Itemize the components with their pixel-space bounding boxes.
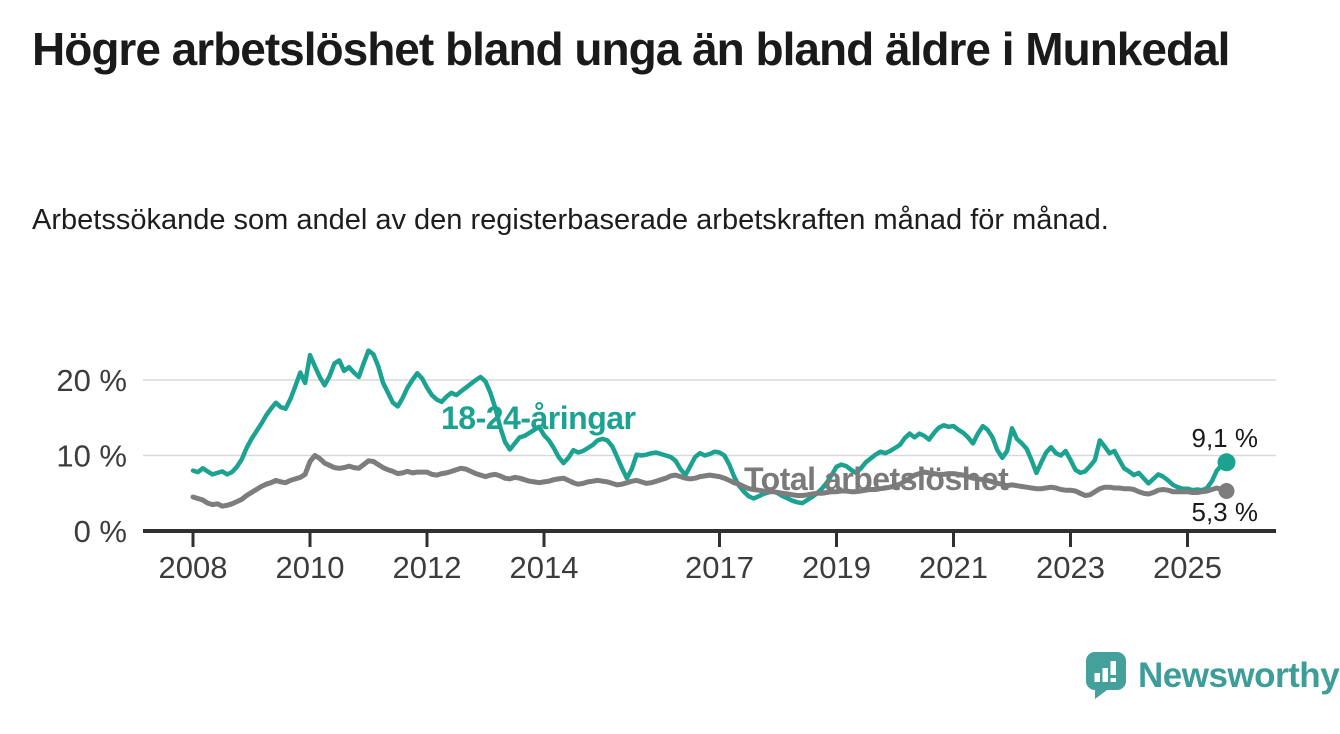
x-axis-tick-label: 2017 (685, 550, 754, 585)
end-value-total: 5,3 % (1191, 497, 1259, 527)
end-dot-total (1218, 483, 1235, 499)
x-axis-tick-label: 2021 (919, 550, 988, 585)
series-label-total: Total arbetslöshet (744, 461, 1009, 497)
end-value-young: 9,1 % (1191, 423, 1259, 453)
y-axis-tick-label: 10 % (56, 439, 127, 474)
line-chart-canvas: 0 % 10 % 20 % 2008 2010 2012 2014 2017 2019 2021 2… (56, 348, 1276, 585)
line-young-unemployment (190, 348, 1229, 506)
series-label-young: 18-24-åringar (441, 400, 636, 436)
y-axis-tick-label: 20 % (56, 363, 127, 398)
x-axis-tick-label: 2014 (510, 550, 579, 585)
chart-title: Högre arbetslöshet bland unga än bland ä… (32, 23, 1230, 75)
newsworthy-wordmark: Newsworthy (1138, 656, 1340, 695)
x-axis-tick-label: 2012 (393, 550, 462, 585)
x-axis-tick-label: 2008 (159, 550, 228, 585)
newsworthy-logo-icon (1086, 652, 1126, 699)
newsworthy-branding: Newsworthy (1086, 652, 1340, 700)
x-axis-tick-label: 2019 (802, 550, 871, 585)
chart-subtitle: Arbetssökande som andel av den registerb… (32, 204, 1109, 236)
x-axis-tick-label: 2010 (276, 550, 345, 585)
x-axis-tick-label: 2023 (1036, 550, 1105, 585)
end-dot-young (1217, 453, 1236, 472)
line-total-unemployment (190, 453, 1229, 509)
x-axis-tick-label: 2025 (1153, 550, 1222, 585)
y-axis-tick-label: 0 % (74, 514, 127, 549)
